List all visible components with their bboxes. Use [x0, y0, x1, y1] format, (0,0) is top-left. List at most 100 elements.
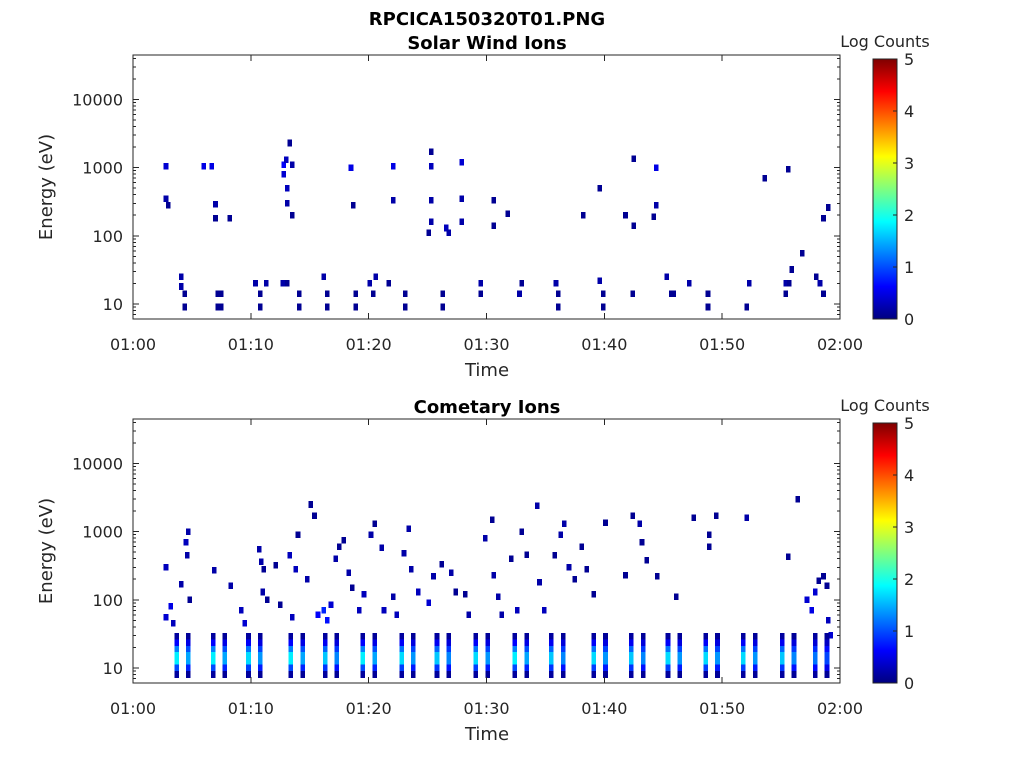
heatmap-cell [715, 671, 720, 678]
heatmap-cell [399, 651, 404, 659]
heatmap-cell [411, 671, 416, 678]
heatmap-cell [715, 651, 720, 659]
y-axis-label: Energy (eV) [36, 134, 57, 240]
heatmap-cell [288, 639, 294, 646]
heatmap-cell [665, 639, 671, 646]
heatmap-cell [644, 557, 650, 564]
heatmap-cell [669, 290, 674, 298]
heatmap-cell [640, 645, 646, 653]
heatmap-cell [549, 651, 554, 659]
heatmap-cell [524, 664, 529, 672]
heatmap-cell [222, 664, 228, 672]
colorbar: 0 1 2 3 4 5 [872, 414, 914, 693]
heatmap-cell [703, 651, 708, 659]
heatmap-cell [334, 639, 340, 646]
heatmap-cell [677, 664, 682, 672]
y-axis-ticks: 10 100 1000 10000 [72, 57, 840, 320]
heatmap-cell [795, 495, 800, 503]
heatmap-cell [446, 633, 452, 640]
colorbar-tick-label: 3 [904, 518, 914, 537]
heatmap-cell [591, 658, 596, 665]
heatmap-cell [473, 664, 479, 672]
heatmap-cell [434, 671, 440, 678]
heatmap-cell [640, 664, 646, 672]
heatmap-cell [671, 290, 677, 298]
colorbar-frame [872, 58, 898, 320]
heatmap-cell [446, 639, 452, 646]
heatmap-cell [334, 671, 340, 678]
heatmap-cell [741, 639, 746, 646]
heatmap-cell [714, 512, 719, 520]
heatmap-cell [791, 658, 797, 665]
heatmap-cell [517, 290, 522, 298]
heatmap-cell [629, 658, 634, 665]
heatmap-cell [791, 639, 797, 646]
heatmap-cell [591, 645, 596, 653]
heatmap-cell [246, 633, 251, 640]
heatmap-cell [289, 161, 295, 169]
panel-title: Cometary Ions [414, 397, 561, 418]
heatmap-cell [665, 664, 671, 672]
heatmap-cell [715, 664, 720, 672]
heatmap-cell [623, 211, 628, 219]
y-axis-ticks: 10 100 1000 10000 [72, 421, 840, 684]
heatmap-cell [791, 671, 797, 678]
heatmap-cell [813, 633, 818, 640]
y-tick-label: 10 [103, 659, 123, 678]
heatmap-cell [333, 555, 338, 562]
heatmap-cell [580, 211, 586, 219]
x-tick-label: 01:50 [699, 699, 745, 718]
heatmap-cell [787, 280, 792, 287]
heatmap-cell [184, 552, 190, 559]
heatmap-cell [288, 658, 294, 665]
heatmap-cell [473, 645, 479, 653]
heatmap-cell [780, 645, 785, 653]
heatmap-cell [260, 588, 265, 596]
heatmap-cell [287, 552, 292, 559]
heatmap-cell [434, 658, 440, 665]
heatmap-cell [325, 617, 330, 624]
heatmap-cell [386, 280, 391, 287]
heatmap-cell [283, 156, 289, 164]
heatmap-cell [591, 671, 596, 678]
x-tick-label: 01:10 [228, 699, 274, 718]
heatmap-cell [446, 664, 452, 672]
heatmap-cell [603, 664, 608, 672]
heatmap-cell [813, 664, 818, 672]
heatmap-cell [334, 633, 340, 640]
heatmap-cell [762, 174, 767, 182]
heatmap-cell [411, 633, 416, 640]
heatmap-cell [288, 645, 294, 653]
heatmap-cell [603, 519, 608, 527]
heatmap-cell [168, 603, 173, 610]
heatmap-cell [373, 273, 378, 281]
heatmap-cell [653, 164, 659, 171]
y-tick-label: 10 [103, 295, 123, 314]
heatmap-cell [360, 651, 366, 659]
heatmap-cell [600, 303, 606, 311]
x-axis-ticks: 01:00 01:10 01:20 01:30 01:40 01:50 02:00 [110, 419, 863, 718]
heatmap-cell [210, 645, 216, 653]
heatmap-cell [677, 639, 682, 646]
heatmap-cell [322, 671, 328, 678]
heatmap-cell [715, 645, 720, 653]
heatmap-cell [600, 290, 606, 298]
heatmap-cell [703, 664, 708, 672]
heatmap-cell [809, 607, 814, 614]
heatmap-cell [174, 651, 179, 659]
heatmap-cell [512, 651, 518, 659]
panel-title: Solar Wind Ions [407, 33, 566, 54]
heatmap-cell [780, 639, 785, 646]
x-tick-label: 01:00 [110, 335, 156, 354]
heatmap-cell [473, 671, 479, 678]
heatmap-cell [584, 566, 589, 573]
heatmap-cell [485, 639, 490, 646]
heatmap-cell [321, 273, 327, 281]
heatmap-cell [791, 633, 797, 640]
colorbar-gradient-bar [873, 59, 897, 319]
heatmap-cell [459, 158, 465, 166]
heatmap-cell [824, 645, 830, 653]
heatmap-cell [325, 290, 330, 298]
heatmap-cell [813, 645, 818, 653]
heatmap-cell [524, 658, 529, 665]
